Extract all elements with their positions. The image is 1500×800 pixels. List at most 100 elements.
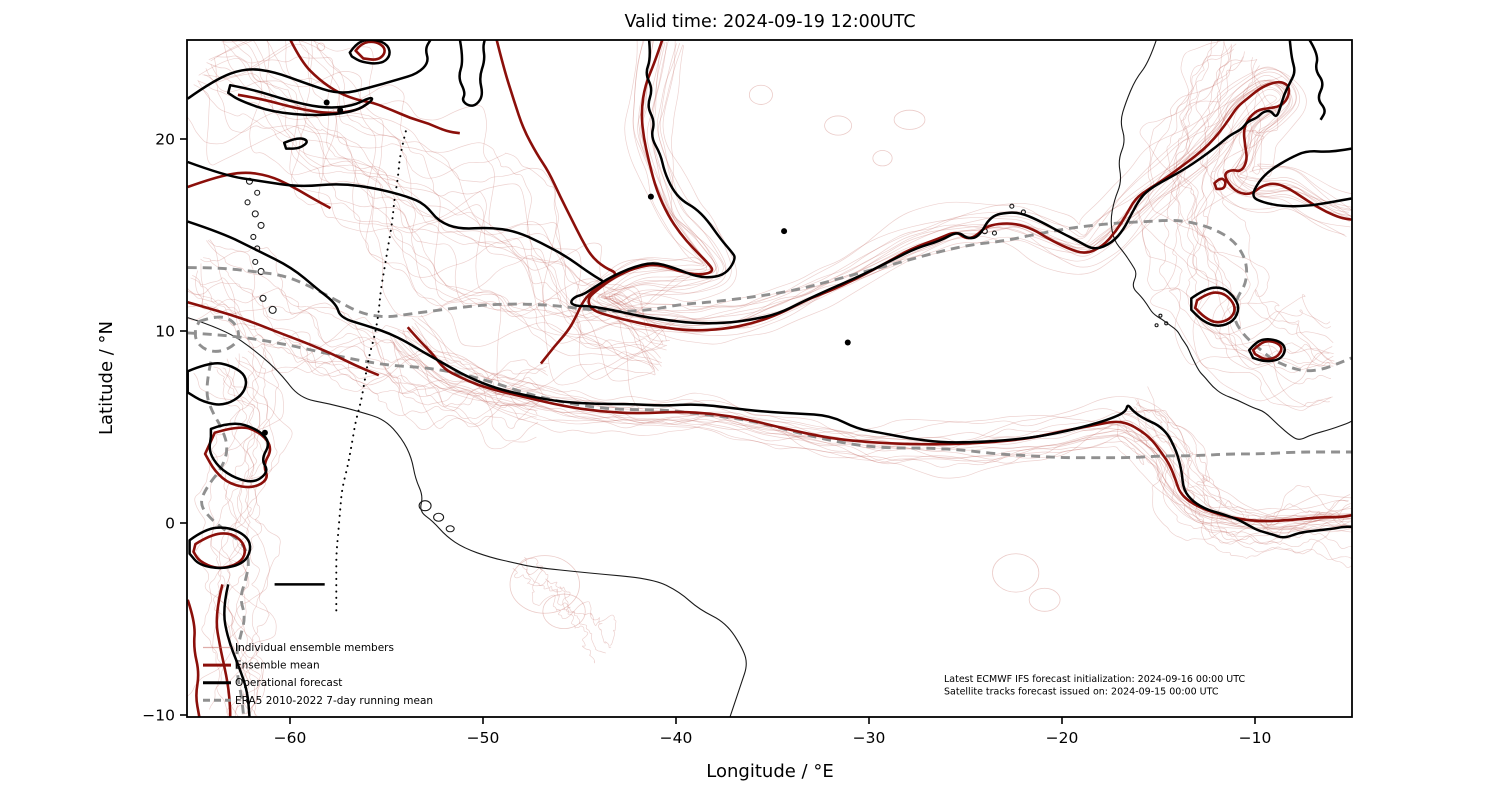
ensemble-member-track xyxy=(187,282,538,411)
ensemble-member-track xyxy=(414,322,1352,523)
ensemble-member-track xyxy=(210,40,666,386)
ensemble-member-track xyxy=(201,358,249,717)
ensemble-member-track xyxy=(200,250,539,442)
member-wisp-7 xyxy=(893,109,926,130)
ensemble-member-track xyxy=(585,40,1352,329)
oper-path-B_sw2 xyxy=(208,422,270,483)
ensemble-member-track xyxy=(389,336,1349,532)
legend-item-oper: Operational forecast xyxy=(203,677,342,689)
annotation-line-1: Latest ECMWF IFS forecast initialization… xyxy=(944,674,1245,685)
contour-dot-1 xyxy=(337,107,344,114)
ensemble-member-track xyxy=(393,342,1352,525)
coastline-south-america xyxy=(187,317,747,717)
contour-dot-2 xyxy=(261,429,268,436)
x-tick-label: −10 xyxy=(1239,729,1272,747)
member-wisp-0 xyxy=(509,555,580,614)
ensemble-member-track xyxy=(187,303,538,416)
ensemble-member-track xyxy=(1192,43,1335,362)
ensemble-member-track xyxy=(602,44,1352,336)
x-tick-label: −30 xyxy=(853,729,886,747)
ensemble-member-track xyxy=(223,43,659,365)
ensemble-member-track xyxy=(204,74,662,367)
ensemble-member-track xyxy=(608,43,1352,314)
legend-item-era5: ERA5 2010-2022 7-day running mean xyxy=(203,695,433,707)
mean-path-R_low xyxy=(406,326,1352,523)
mean-path-R1 xyxy=(288,40,460,135)
island-cape_verde-2 xyxy=(1009,203,1015,209)
oper-path-B_rightU xyxy=(1252,147,1352,208)
ensemble-member-track xyxy=(1136,402,1350,528)
ensemble-member-track xyxy=(221,40,654,370)
ensemble-member-track xyxy=(1117,424,1352,560)
ensemble-member-track xyxy=(1139,40,1332,408)
oper-path-B_sw3 xyxy=(188,526,252,570)
legend-label: Ensemble mean xyxy=(235,660,320,672)
x-axis-ticks: −60 −50 −40 −30 −20 −10 xyxy=(274,717,1272,747)
oper-path-B_st xyxy=(187,160,604,283)
ensemble-member-track xyxy=(200,263,543,430)
member-wisp-8 xyxy=(316,42,326,52)
island-bijagos-0 xyxy=(1158,313,1163,318)
legend-item-mean: Ensemble mean xyxy=(203,660,320,672)
x-tick-label: −50 xyxy=(467,729,500,747)
ensemble-member-track xyxy=(1128,408,1352,545)
ensemble-member-track xyxy=(222,40,674,360)
era5-path-D2 xyxy=(187,331,1352,460)
mean-path-R_sw1 xyxy=(187,300,380,377)
ensemble-member-track xyxy=(407,331,1352,518)
ensemble-member-track xyxy=(396,337,1352,533)
x-axis-label: Longitude / °E xyxy=(706,761,833,782)
ensemble-member-track xyxy=(1133,59,1334,366)
oper-path-B1 xyxy=(187,40,432,100)
ensemble-member-track xyxy=(208,369,247,710)
ensemble-member-track xyxy=(222,40,659,372)
ensemble-member-track xyxy=(187,372,255,698)
ensemble-member-track xyxy=(198,80,661,359)
y-tick-label: 10 xyxy=(155,323,175,341)
ensemble-member-track xyxy=(518,563,607,654)
ensemble-member-track xyxy=(389,339,1352,533)
member-wisps-layer xyxy=(316,42,1061,629)
mean-path-R_blob2 xyxy=(1251,339,1283,361)
ensemble-member-track xyxy=(216,55,664,345)
legend-label: ERA5 2010-2022 7-day running mean xyxy=(235,695,433,707)
island-antilles-1 xyxy=(254,189,261,196)
island-bijagos-1 xyxy=(1164,321,1169,326)
oper-path-B_trcorner xyxy=(1308,40,1326,121)
oper-path-B_hook xyxy=(187,220,1352,539)
contour-dot-3 xyxy=(781,228,788,235)
ensemble-member-track xyxy=(197,79,663,364)
mean-path-R_sw5 xyxy=(187,599,201,717)
ensemble-member-track xyxy=(213,57,667,351)
y-axis-ticks: 20 10 0 −10 xyxy=(142,131,187,725)
ensemble-member-track xyxy=(611,42,1352,311)
legend-label: Operational forecast xyxy=(235,677,342,689)
ensemble-member-track xyxy=(1175,45,1331,368)
member-wisp-2 xyxy=(992,553,1040,593)
ensemble-member-track xyxy=(187,287,538,406)
ensemble-member-track xyxy=(231,346,281,717)
plot-area xyxy=(187,40,1352,717)
ensemble-member-track xyxy=(524,557,617,646)
oper-path-B_V xyxy=(570,40,1296,325)
ensemble-member-track xyxy=(227,350,278,717)
oper-path-B_sw1 xyxy=(187,362,248,406)
ensemble-member-track xyxy=(1123,409,1351,545)
era5-path-D1 xyxy=(187,218,1352,373)
ensemble-member-track xyxy=(284,40,694,324)
ensemble-member-track xyxy=(411,317,1352,520)
island-antilles-2 xyxy=(244,199,251,206)
ensemble-member-track xyxy=(1118,416,1352,559)
island-amazon-delta-0 xyxy=(418,500,432,512)
y-tick-label: −10 xyxy=(142,707,175,725)
ensemble-member-track xyxy=(210,64,667,341)
island-antilles-4 xyxy=(257,221,265,229)
ensemble-member-track xyxy=(1147,48,1330,402)
ensemble-member-track xyxy=(192,274,545,406)
era5-path-D4 xyxy=(200,361,250,717)
y-tick-label: 0 xyxy=(165,515,175,533)
operational-forecast-layer xyxy=(187,40,1352,717)
member-wisp-3 xyxy=(1028,587,1061,612)
mean-path-R_topblob xyxy=(354,40,386,61)
ensemble-member-track xyxy=(206,240,550,382)
